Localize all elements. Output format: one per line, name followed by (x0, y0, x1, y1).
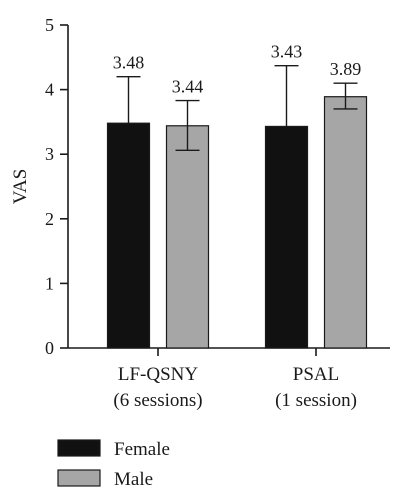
legend: Female Male (57, 439, 170, 490)
y-tick-label: 3 (45, 144, 54, 164)
bar (264, 125, 309, 349)
data-label: 3.44 (172, 77, 204, 97)
x-category-label: (1 session) (275, 390, 357, 411)
y-tick-label: 4 (45, 80, 54, 100)
legend-label: Female (114, 439, 170, 460)
axes: 0 1 2 3 4 5 VAS LF-QSNY (6 sessions) PSAL (1 sessi… (10, 15, 390, 411)
legend-swatch (57, 439, 101, 457)
x-category-label: LF-QSNY (118, 364, 199, 385)
bar (165, 125, 210, 349)
y-tick-label: 0 (45, 338, 54, 358)
bars: 3.48 3.43 3.44 3.89 (106, 42, 368, 349)
data-label: 3.89 (330, 59, 362, 79)
y-tick-label: 5 (45, 15, 54, 35)
y-tick-label: 1 (45, 273, 54, 293)
bar (323, 96, 368, 349)
bar (106, 122, 151, 349)
y-axis-title: VAS (10, 169, 31, 205)
legend-label: Male (114, 469, 153, 490)
data-label: 3.48 (113, 53, 145, 73)
x-category-label: (6 sessions) (113, 390, 202, 411)
y-tick-label: 2 (45, 209, 54, 229)
legend-swatch (57, 469, 101, 487)
x-category-label: PSAL (293, 364, 339, 385)
data-label: 3.43 (271, 42, 303, 62)
